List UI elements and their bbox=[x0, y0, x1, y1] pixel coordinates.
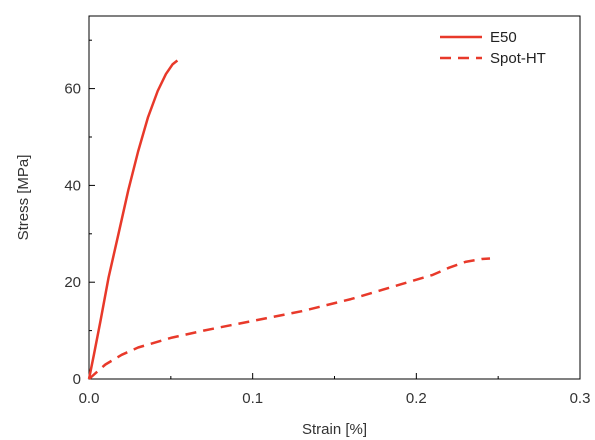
y-tick-label: 0 bbox=[73, 371, 81, 388]
y-tick-label: 60 bbox=[64, 81, 81, 98]
x-tick-label: 0.1 bbox=[242, 390, 263, 407]
axis-ticks: 0.0 0.1 0.2 0.3 0 20 40 60 bbox=[64, 39, 591, 407]
series-layer bbox=[87, 59, 491, 380]
x-tick-label: 0.3 bbox=[570, 390, 591, 407]
legend-label-e50: E50 bbox=[490, 29, 517, 46]
legend-label-spot-ht: Spot-HT bbox=[490, 50, 546, 67]
legend: E50 Spot-HT bbox=[440, 29, 546, 67]
y-tick-label: 40 bbox=[64, 177, 81, 194]
x-tick-label: 0.0 bbox=[79, 390, 100, 407]
plot-border bbox=[88, 15, 581, 380]
series-line-e50 bbox=[87, 59, 179, 380]
y-tick-label: 20 bbox=[64, 274, 81, 291]
y-axis-label: Stress [MPa] bbox=[15, 155, 32, 241]
x-tick-label: 0.2 bbox=[406, 390, 427, 407]
plot-frame bbox=[88, 15, 581, 380]
x-axis-label: Strain [%] bbox=[302, 421, 367, 438]
series-line-spot-ht bbox=[88, 257, 491, 380]
